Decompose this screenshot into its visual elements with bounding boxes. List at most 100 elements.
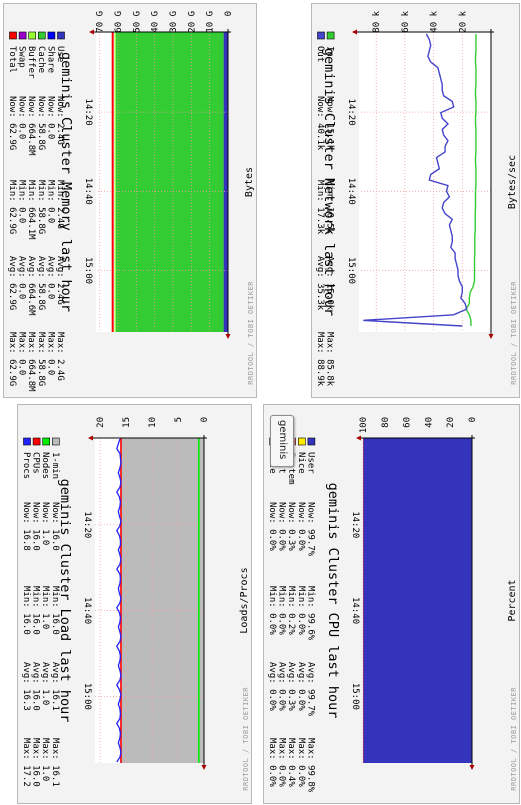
network-graph[interactable]: RRDTOOL / TOBI OETIKER geminis Cluster Ne… — [311, 3, 520, 398]
memory-legend-swatch-5 — [9, 31, 17, 40]
cpu-legend-avg-2: Avg: 0.3% — [286, 662, 296, 711]
cpu-x-axis-arrow — [469, 765, 475, 770]
load-legend-swatch-3 — [23, 437, 31, 446]
memory-legend-min-0: Min: 2.4G — [55, 180, 65, 229]
network-y-axis-arrow — [352, 29, 357, 35]
cpu-legend-min-1: Min: 0.0% — [296, 586, 306, 635]
cpu-legend-avg-4: Avg: 0.0% — [267, 662, 277, 711]
network-legend-avg-0: Avg: 15.0k — [325, 256, 335, 311]
load-series-procs — [116, 438, 122, 763]
memory-legend-min-1: Min: 0.0 — [45, 180, 55, 223]
memory-y-tick-label-2: 20 G — [187, 11, 197, 33]
memory-y-tick-label-7: 70 G — [96, 11, 106, 33]
load-legend-avg-3: Avg: 16.3 — [21, 662, 31, 711]
load-legend-min-0: Min: 16.0 — [50, 586, 60, 635]
network-legend-name-0: In — [325, 46, 335, 57]
memory-ylabel: Bytes — [244, 167, 255, 197]
memory-legend-max-0: Max: 2.4G — [55, 332, 65, 381]
load-legend-max-0: Max: 16.1 — [50, 738, 60, 787]
memory-legend-now-2: Now: 58.8G — [36, 96, 46, 150]
memory-legend-name-1: Share — [45, 46, 55, 73]
network-x-tick-label-0: 14:20 — [346, 99, 356, 126]
cpu-legend-max-0: Max: 99.8% — [305, 738, 315, 793]
load-area-1-min — [120, 438, 204, 763]
load-ylabel: Loads/Procs — [239, 567, 250, 633]
memory-legend-min-5: Min: 62.9G — [7, 180, 17, 234]
load-legend-min-1: Min: 1.0 — [40, 586, 50, 629]
memory-legend-avg-0: Avg: 2.4G — [55, 256, 65, 305]
network-y-tick-label-1: 40 k — [430, 10, 440, 32]
cpu-area-user — [363, 438, 472, 763]
cpu-legend-max-4: Max: 0.0% — [267, 738, 277, 787]
cpu-legend-min-2: Min: 0.2% — [286, 586, 296, 635]
load-legend-max-2: Max: 16.0 — [31, 738, 41, 787]
network-plot-area — [359, 32, 491, 332]
memory-chart-svg: RRDTOOL / TOBI OETIKER geminis Cluster Me… — [4, 4, 256, 397]
memory-legend-avg-3: Avg: 664.6M — [26, 256, 36, 316]
memory-legend-name-0: Use — [55, 46, 65, 62]
memory-graph[interactable]: RRDTOOL / TOBI OETIKER geminis Cluster Me… — [3, 3, 257, 398]
memory-x-axis-arrow — [225, 334, 231, 339]
memory-legend-now-4: Now: 0.0 — [17, 96, 27, 139]
cpu-legend-avg-3: Avg: 0.0% — [277, 662, 287, 711]
memory-legend-swatch-3 — [28, 31, 36, 40]
load-x-axis-arrow — [201, 765, 207, 770]
load-y-tick-label-3: 15 — [122, 417, 132, 428]
cpu-x-tick-label-0: 14:20 — [350, 511, 360, 538]
network-series-out — [363, 33, 468, 327]
cpu-legend-avg-1: Avg: 0.0% — [296, 662, 306, 711]
load-legend-now-1: Now: 1.0 — [40, 502, 50, 545]
network-legend-now-0: Now: 15.1k — [325, 96, 335, 151]
cpu-legend-avg-0: Avg: 99.7% — [305, 662, 315, 717]
cpu-graph-canvas: RRDTOOL / TOBI OETIKER geminis Cluster CP… — [264, 405, 519, 803]
cpu-chart-svg: RRDTOOL / TOBI OETIKER geminis Cluster CP… — [264, 405, 519, 803]
memory-y-tick-label-3: 30 G — [169, 11, 179, 33]
cpu-legend-name-0: User — [305, 452, 315, 474]
cpu-legend-swatch-0 — [307, 437, 316, 446]
cpu-legend-now-1: Now: 0.0% — [296, 502, 306, 551]
memory-area-buffer — [114, 32, 116, 332]
load-y-tick-label-1: 5 — [174, 417, 184, 422]
load-legend-avg-2: Avg: 16.0 — [31, 662, 41, 711]
memory-legend-now-5: Now: 62.9G — [7, 96, 17, 150]
cpu-legend-min-3: Min: 0.0% — [277, 586, 287, 635]
network-legend-name-1: Out — [315, 46, 325, 62]
memory-legend-max-3: Max: 664.8M — [26, 332, 36, 392]
cpu-legend-now-0: Now: 99.7% — [305, 502, 315, 557]
cpu-legend-max-2: Max: 0.4% — [286, 738, 296, 787]
memory-legend-swatch-2 — [38, 31, 46, 40]
cpu-graph[interactable]: RRDTOOL / TOBI OETIKER geminis Cluster CP… — [263, 404, 520, 804]
load-legend-name-2: CPUs — [31, 452, 41, 474]
load-legend-min-3: Min: 16.0 — [21, 586, 31, 635]
cpu-legend-now-3: Now: 0.0% — [277, 502, 287, 551]
load-legend-avg-0: Avg: 16.1 — [50, 662, 60, 711]
network-graph-canvas: RRDTOOL / TOBI OETIKER geminis Cluster Ne… — [312, 4, 519, 397]
cpu-y-tick-label-2: 40 — [424, 417, 434, 428]
cpu-x-tick-label-1: 14:40 — [350, 597, 360, 624]
load-x-tick-label-0: 14:20 — [82, 511, 92, 538]
load-graph[interactable]: RRDTOOL / TOBI OETIKER geminis Cluster Lo… — [17, 404, 252, 804]
network-title: geminis Cluster Network last hour — [321, 48, 337, 316]
memory-legend-max-4: Max: 0.0 — [17, 332, 27, 375]
network-y-tick-label-3: 80 k — [372, 10, 382, 32]
memory-y-tick-label-0: 0 — [224, 11, 234, 16]
load-legend-swatch-1 — [42, 437, 50, 446]
memory-legend-now-1: Now: 0.0 — [45, 96, 55, 139]
load-watermark: RRDTOOL / TOBI OETIKER — [242, 687, 250, 791]
network-y-tick-label-2: 60 k — [401, 10, 411, 32]
network-ylabel: Bytes/sec — [507, 155, 518, 209]
cpu-legend-swatch-1 — [298, 437, 306, 446]
cpu-legend-min-0: Min: 99.6% — [305, 586, 315, 641]
load-legend-now-0: Now: 16.0 — [50, 502, 60, 551]
cluster-tooltip: geminis — [270, 415, 294, 467]
cpu-watermark: RRDTOOL / TOBI OETIKER — [510, 687, 518, 791]
cpu-legend-max-3: Max: 0.0% — [277, 738, 287, 787]
network-legend-swatch-1 — [317, 31, 325, 40]
memory-area-use — [223, 32, 228, 332]
memory-legend-now-3: Now: 664.8M — [26, 96, 36, 156]
cpu-legend-name-1: Nice — [296, 452, 306, 474]
load-legend-now-2: Now: 16.0 — [31, 502, 41, 551]
load-legend-min-2: Min: 16.0 — [31, 586, 41, 635]
load-graph-canvas: RRDTOOL / TOBI OETIKER geminis Cluster Lo… — [18, 405, 251, 803]
cpu-y-tick-label-4: 80 — [381, 417, 391, 428]
